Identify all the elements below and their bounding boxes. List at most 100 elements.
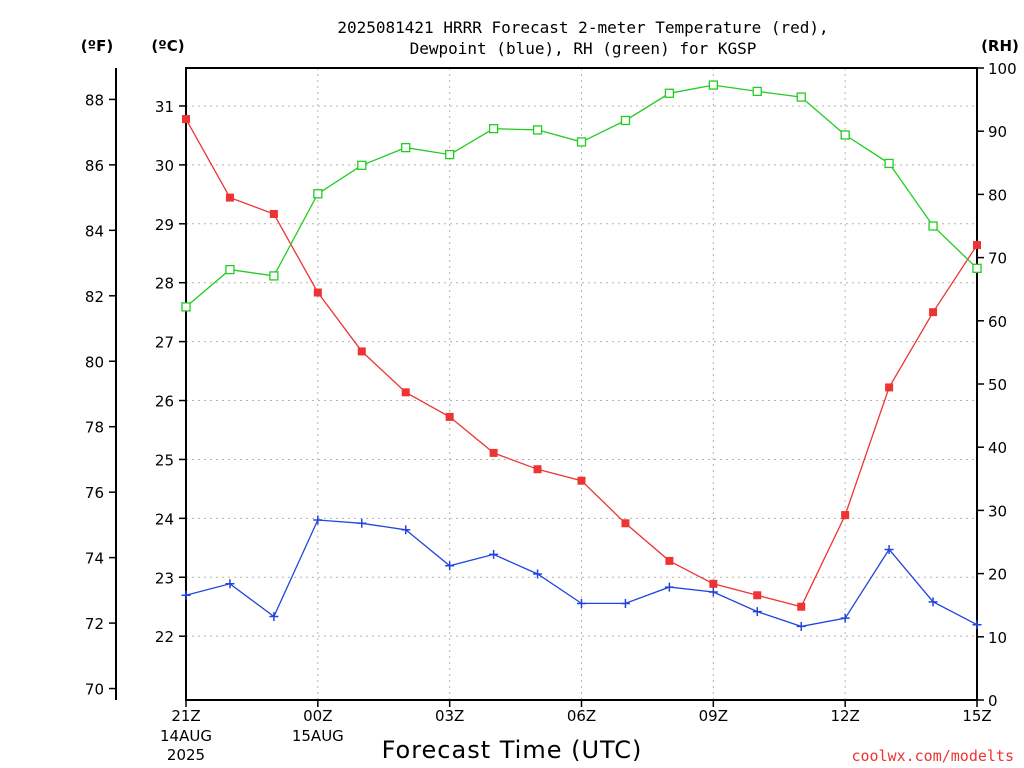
dewpoint-point [972, 620, 982, 630]
unit-label-rh: (RH) [981, 37, 1019, 55]
celsius-tick-label: 30 [155, 157, 174, 175]
rh-tick-label: 0 [988, 692, 998, 710]
celsius-tick-label: 22 [155, 628, 174, 646]
x-tick-label: 09Z [699, 707, 728, 725]
temperature-point [885, 383, 894, 392]
rh-point [181, 302, 191, 312]
fahrenheit-tick-label: 78 [85, 419, 104, 437]
x-axis-title: Forecast Time (UTC) [382, 736, 643, 764]
x-tick-label: 06Z [567, 707, 596, 725]
temperature-point [357, 347, 366, 356]
celsius-tick-label: 27 [155, 334, 174, 352]
rh-tick-label: 90 [988, 123, 1007, 141]
rh-point [884, 158, 894, 169]
dewpoint-point [313, 515, 323, 525]
celsius-tick-label: 23 [155, 569, 174, 587]
fahrenheit-tick-label: 76 [85, 484, 104, 502]
temperature-point [797, 602, 806, 611]
temperature-point [313, 288, 322, 297]
rh-point [313, 189, 323, 199]
rh-point [532, 125, 543, 135]
x-tick-date-label: 15AUG [292, 727, 344, 745]
rh-tick-label: 40 [988, 439, 1007, 457]
dewpoint-point [269, 612, 279, 622]
dewpoint-point [708, 587, 718, 597]
fahrenheit-tick-label: 72 [85, 615, 104, 633]
x-tick-year-label: 2025 [167, 746, 205, 764]
temperature-point [489, 448, 498, 457]
series-layer [181, 80, 982, 631]
rh-point [840, 130, 850, 140]
dewpoint-point [620, 598, 630, 608]
rh-point [576, 137, 587, 147]
chart-title: 2025081421 HRRR Forecast 2-meter Tempera… [337, 18, 828, 37]
rh-point [225, 264, 235, 275]
dewpoint-point [445, 561, 455, 571]
unit-label-fahrenheit: (ºF) [81, 37, 113, 55]
temperature-point [621, 519, 630, 528]
celsius-tick-label: 25 [155, 451, 174, 469]
x-tick-date-label: 14AUG [160, 727, 212, 745]
x-tick-label: 21Z [171, 707, 200, 725]
x-tick-label: 15Z [962, 707, 991, 725]
rh-point [708, 80, 718, 90]
fahrenheit-tick-label: 82 [85, 288, 104, 306]
rh-point [620, 115, 631, 126]
dewpoint-point [401, 525, 411, 535]
rh-point [269, 271, 279, 281]
rh-point [488, 124, 499, 134]
x-tick-label: 12Z [830, 707, 859, 725]
temperature-point [577, 476, 586, 485]
rh-point [357, 160, 367, 170]
rh-point [401, 142, 411, 153]
temperature-point [401, 388, 410, 397]
celsius-tick-label: 28 [155, 275, 174, 293]
temperature-point [182, 115, 190, 124]
rh-point [445, 149, 455, 160]
fahrenheit-tick-label: 70 [85, 681, 104, 699]
celsius-tick-label: 29 [155, 216, 174, 234]
fahrenheit-tick-label: 86 [85, 157, 104, 175]
unit-label-celsius: (ºC) [151, 37, 184, 55]
rh-tick-label: 100 [988, 60, 1017, 78]
dewpoint-point [664, 582, 674, 592]
dewpoint-point [577, 598, 586, 608]
rh-tick-label: 30 [988, 502, 1007, 520]
rh-tick-label: 70 [988, 250, 1007, 268]
rh-tick-label: 60 [988, 313, 1007, 331]
rh-point [972, 263, 982, 273]
rh-tick-label: 20 [988, 566, 1007, 584]
dewpoint-point [225, 579, 235, 589]
x-tick-label: 03Z [435, 707, 464, 725]
dewpoint-point [884, 544, 894, 554]
rh-tick-label: 50 [988, 376, 1007, 394]
temperature-point [533, 465, 542, 474]
fahrenheit-tick-label: 84 [85, 222, 104, 240]
dewpoint-point [533, 569, 543, 579]
rh-point [928, 221, 938, 231]
celsius-tick-label: 24 [155, 510, 174, 528]
dewpoint-point [796, 621, 806, 631]
dewpoint-point [181, 590, 191, 600]
temperature-point [709, 579, 718, 588]
fahrenheit-tick-label: 74 [85, 550, 104, 568]
dewpoint-point [357, 518, 367, 528]
fahrenheit-tick-label: 88 [85, 91, 104, 109]
dewpoint-point [752, 607, 762, 617]
dewpoint-point [489, 549, 499, 559]
rh-point [664, 88, 675, 98]
rh-tick-label: 80 [988, 186, 1007, 204]
temperature-point [973, 241, 981, 250]
celsius-tick-label: 31 [155, 98, 174, 116]
rh-point [752, 86, 762, 97]
rh-tick-label: 10 [988, 629, 1007, 647]
fahrenheit-tick-label: 80 [85, 353, 104, 371]
temperature-point [225, 193, 234, 202]
temperature-point [753, 591, 762, 600]
credit-text: coolwx.com/modelts [851, 747, 1014, 765]
temperature-point [269, 209, 278, 218]
celsius-tick-label: 26 [155, 393, 174, 411]
rh-point [796, 92, 806, 102]
axes: 70 72 74 76 78 80 82 84 86 88 22 23 24 25 26 27 28 29 30 31… [85, 60, 1017, 764]
